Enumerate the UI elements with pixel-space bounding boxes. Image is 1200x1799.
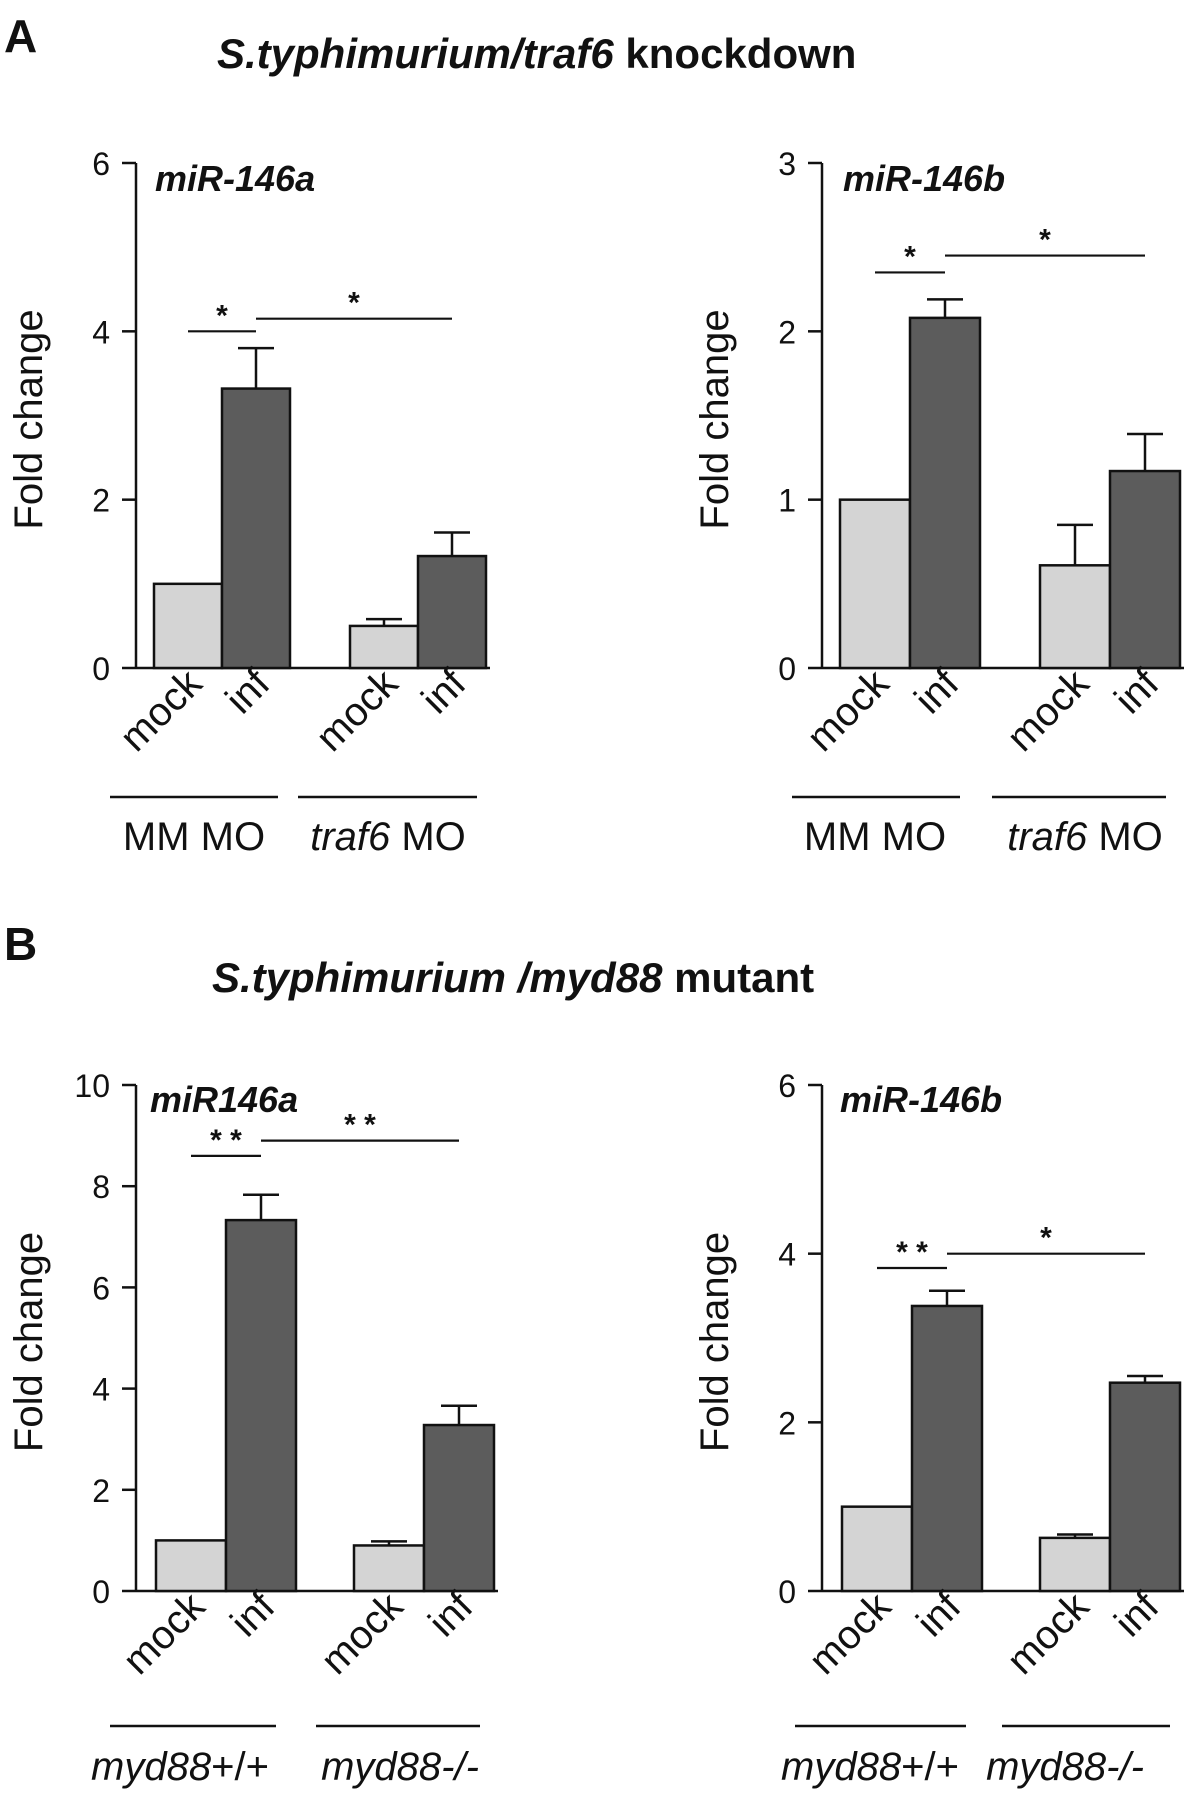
panel-letter-a: A [4,10,37,62]
significance-label: * [904,240,916,273]
bar-inf [1108,1381,1182,1593]
bar-inf [1108,469,1182,670]
category-label-inf: inf [413,661,475,723]
bar-inf [910,1304,984,1593]
bar-inf [422,1423,496,1593]
bar-mock [348,624,420,670]
y-tick-label: 10 [74,1068,110,1104]
y-tick-label: 2 [778,1405,796,1441]
y-axis-label: Fold change [693,1232,737,1452]
y-tick-label: 0 [778,651,796,687]
section-title-b: S.typhimurium /myd88 mutant [212,954,814,1001]
significance-label: * [348,287,360,320]
y-tick-label: 8 [92,1169,110,1205]
category-label-inf: inf [217,661,279,723]
section-title-a: S.typhimurium/traf6 knockdown [217,30,856,77]
category-label-mock: mock [801,1584,900,1683]
category-label-mock: mock [308,661,407,760]
group-label-part: +/+ [211,1745,269,1789]
y-tick-label: 4 [778,1237,796,1273]
y-tick-label: 1 [778,483,796,519]
group-label-part: myd88 [91,1745,212,1789]
category-label-inf: inf [906,661,968,723]
bar-mock [838,498,912,670]
panel-letter-b: B [4,918,37,970]
bar-mock [154,1539,228,1593]
group-label-part: myd88-/- [986,1745,1144,1789]
group-label-part: traf6 [310,815,391,859]
y-axis-label: Fold change [7,309,51,529]
chart-title: miR-146b [840,1079,1002,1120]
y-tick-label: 6 [92,1270,110,1306]
category-label-inf: inf [420,1584,482,1646]
group-label: traf6 MO [310,815,466,859]
y-axis-label: Fold change [7,1232,51,1452]
bar-inf [908,316,982,670]
category-label-inf: inf [222,1584,284,1646]
group-label-part: MM MO [804,815,946,859]
group-label: myd88+/+ [781,1745,959,1789]
significance-label: * [1039,224,1051,257]
bar-mock [352,1544,426,1593]
chart-title: miR-146b [843,158,1005,199]
group-label-part: MO [390,815,466,859]
significance-label: * [216,299,228,332]
section-title-a-italic: S.typhimurium/traf6 [217,30,614,77]
group-label-part: MM MO [123,815,265,859]
category-label-mock: mock [999,661,1098,760]
group-label-part: myd88-/- [321,1745,479,1789]
significance-label: * * [896,1236,928,1269]
y-tick-label: 6 [92,146,110,182]
group-label-part: +/+ [901,1745,959,1789]
category-label-inf: inf [1106,1584,1168,1646]
chart-title: miR-146a [155,158,315,199]
y-tick-label: 0 [778,1574,796,1610]
bar-inf [224,1218,298,1593]
y-tick-label: 4 [92,314,110,350]
category-label-mock: mock [799,661,898,760]
significance-label: * * [210,1124,242,1157]
section-title-a-rest: knockdown [614,30,857,77]
group-label: myd88-/- [986,1745,1144,1789]
y-tick-label: 0 [92,651,110,687]
group-label-part: MO [1087,815,1163,859]
chart-title: miR146a [150,1079,298,1120]
group-label: MM MO [123,815,265,859]
group-label: myd88+/+ [91,1745,269,1789]
category-label-mock: mock [112,661,211,760]
category-label-mock: mock [313,1584,412,1683]
bar-mock [1038,1536,1112,1593]
y-tick-label: 3 [778,146,796,182]
section-title-b-rest: mutant [662,954,814,1001]
group-label-part: traf6 [1007,815,1088,859]
y-tick-label: 0 [92,1574,110,1610]
group-label: myd88-/- [321,1745,479,1789]
bar-inf [220,387,292,670]
group-label-part: myd88 [781,1745,902,1789]
significance-label: * [1040,1222,1052,1255]
y-tick-label: 2 [778,314,796,350]
bar-mock [1038,564,1112,670]
bar-mock [152,582,224,670]
group-label: traf6 MO [1007,815,1163,859]
category-label-inf: inf [1106,661,1168,723]
section-title-b-italic: S.typhimurium /myd88 [212,954,663,1001]
y-tick-label: 4 [92,1372,110,1408]
y-tick-label: 2 [92,483,110,519]
y-tick-label: 2 [92,1473,110,1509]
group-label: MM MO [804,815,946,859]
y-tick-label: 6 [778,1068,796,1104]
bar-mock [840,1505,914,1593]
y-axis-label: Fold change [693,309,737,529]
category-label-mock: mock [115,1584,214,1683]
significance-label: * * [344,1109,376,1142]
bar-inf [416,554,488,670]
category-label-inf: inf [908,1584,970,1646]
category-label-mock: mock [999,1584,1098,1683]
